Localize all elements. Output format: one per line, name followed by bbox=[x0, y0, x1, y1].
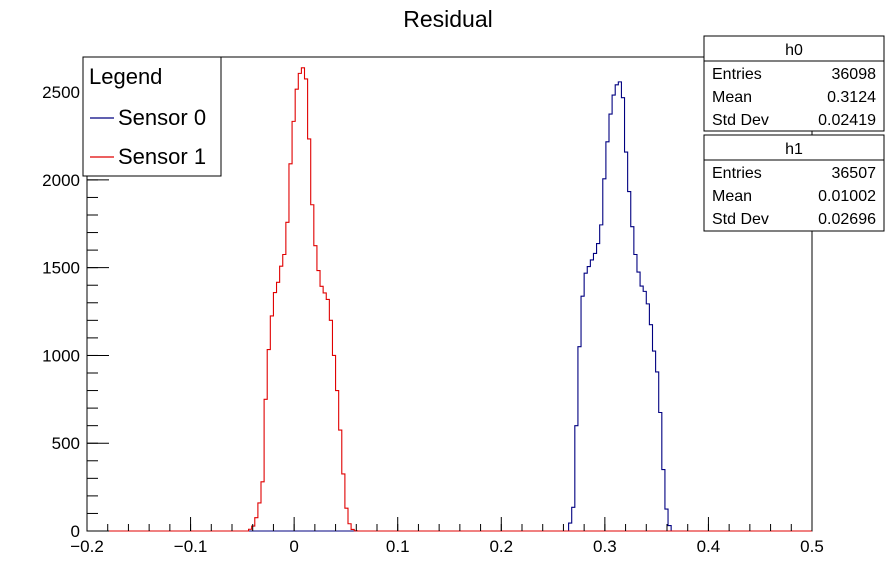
stats-h1-mean-value: 0.01002 bbox=[818, 188, 876, 205]
stats-h1-title: h1 bbox=[785, 141, 803, 158]
x-tick-label: 0.2 bbox=[489, 537, 513, 556]
stats-box-h0: h0 Entries 36098 Mean 0.3124 Std Dev 0.0… bbox=[703, 35, 885, 132]
stats-h1-stddev-label: Std Dev bbox=[712, 211, 769, 228]
y-tick-label: 1000 bbox=[42, 346, 80, 365]
stats-h0-mean-label: Mean bbox=[712, 89, 752, 106]
legend-title: Legend bbox=[89, 64, 162, 89]
y-tick-label: 500 bbox=[52, 434, 80, 453]
y-tick-label: 0 bbox=[71, 522, 80, 541]
series-layer bbox=[87, 67, 812, 532]
stats-h1-entries-value: 36507 bbox=[832, 165, 877, 182]
y-tick-label: 1500 bbox=[42, 259, 80, 278]
chart-title: Residual bbox=[403, 6, 493, 32]
stats-h0-entries-value: 36098 bbox=[832, 66, 877, 83]
x-tick-label: 0.3 bbox=[593, 537, 617, 556]
axis-layer: −0.2 −0.1 0 0.1 0.2 0.3 0.4 0.5 0 500 1000 1500 2000… bbox=[42, 74, 824, 556]
stats-h0-stddev-value: 0.02419 bbox=[818, 112, 876, 129]
x-tick-label: −0.2 bbox=[70, 537, 104, 556]
x-tick-label: 0.1 bbox=[386, 537, 410, 556]
y-tick-label: 2500 bbox=[42, 83, 80, 102]
stats-h0-stddev-label: Std Dev bbox=[712, 112, 769, 129]
stats-box-h1: h1 Entries 36507 Mean 0.01002 Std Dev 0.… bbox=[703, 134, 885, 232]
legend-box: Legend Sensor 0 Sensor 1 bbox=[82, 56, 222, 177]
x-tick-label: 0.4 bbox=[697, 537, 721, 556]
x-tick-label: −0.1 bbox=[174, 537, 208, 556]
stats-h0-mean-value: 0.3124 bbox=[827, 89, 876, 106]
series-line-h1 bbox=[87, 67, 812, 532]
legend-label-sensor-0: Sensor 0 bbox=[118, 105, 206, 130]
stats-h0-title: h0 bbox=[785, 42, 803, 59]
legend-label-sensor-1: Sensor 1 bbox=[118, 144, 206, 169]
stats-h0-entries-label: Entries bbox=[712, 66, 762, 83]
x-tick-label: 0 bbox=[289, 537, 298, 556]
stats-h1-entries-label: Entries bbox=[712, 165, 762, 182]
x-tick-label: 0.5 bbox=[800, 537, 824, 556]
stats-h1-stddev-value: 0.02696 bbox=[818, 211, 876, 228]
stats-h1-mean-label: Mean bbox=[712, 188, 752, 205]
y-tick-label: 2000 bbox=[42, 171, 80, 190]
